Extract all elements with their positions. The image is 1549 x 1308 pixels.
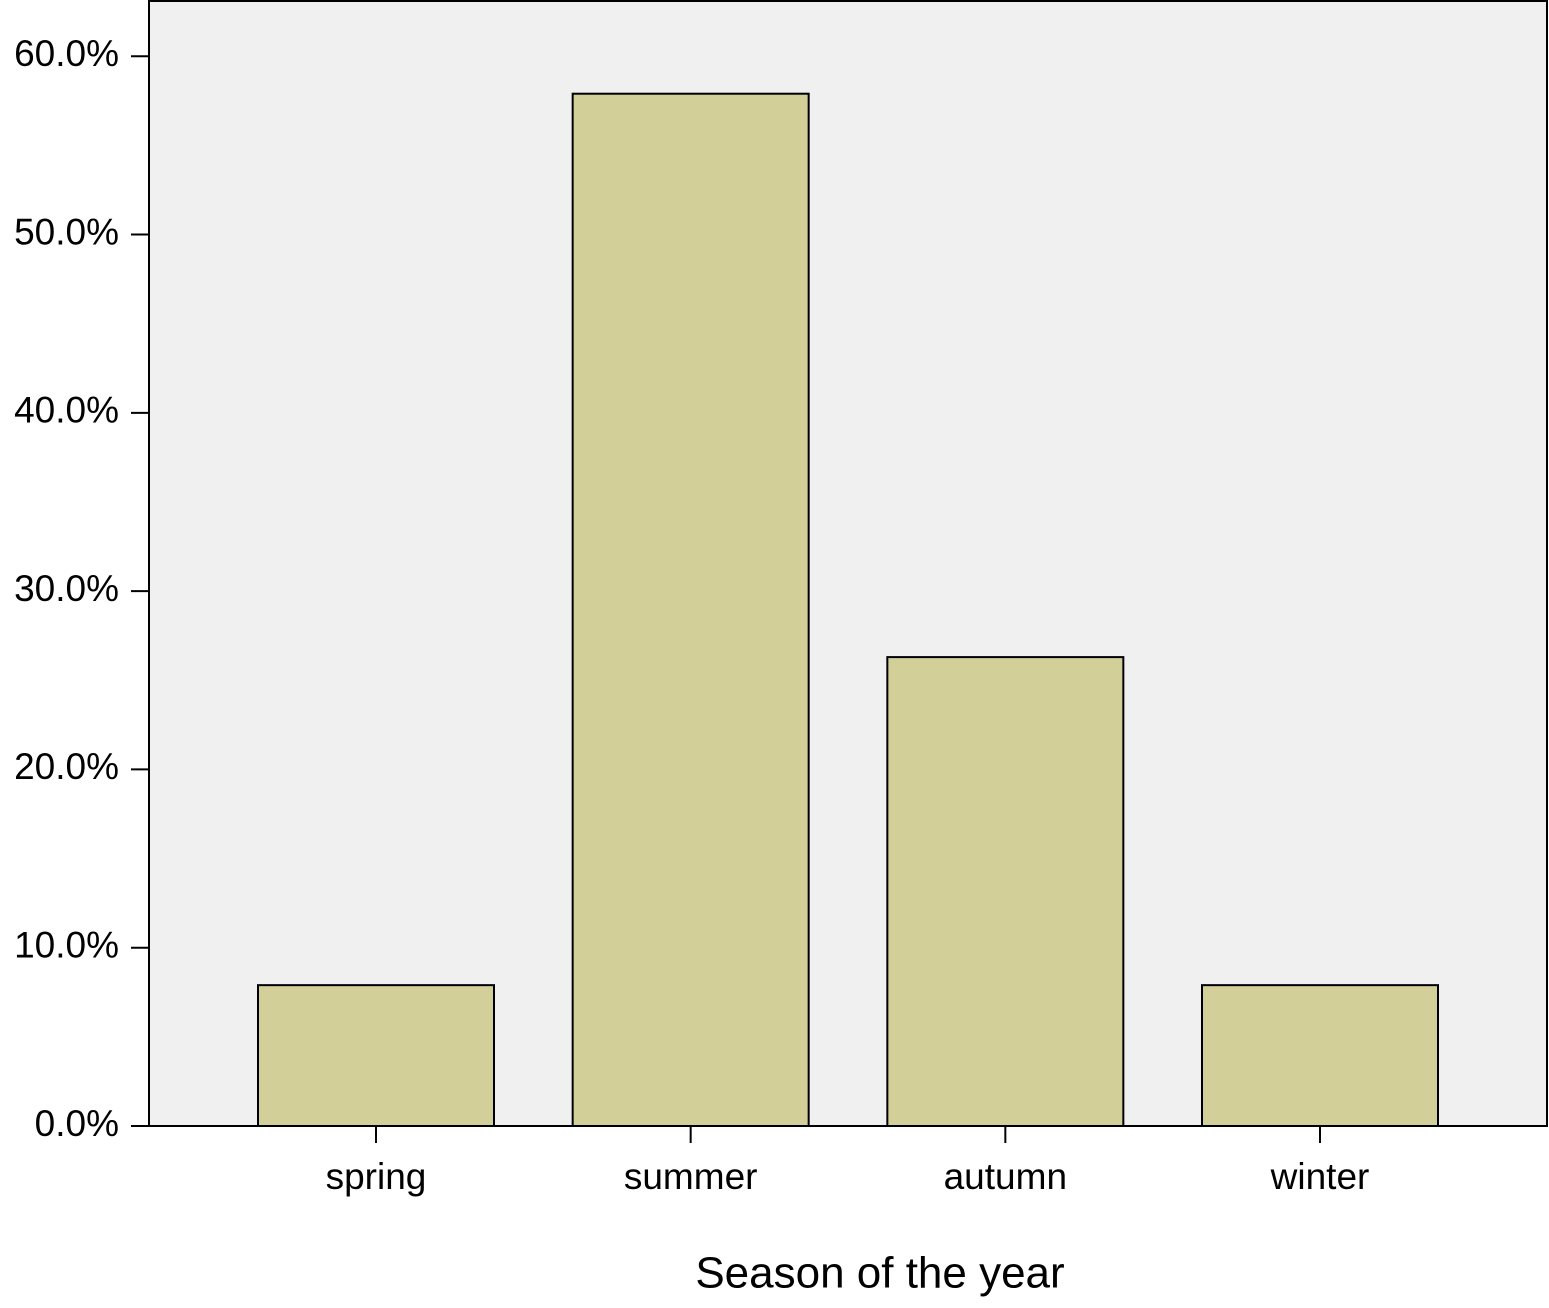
x-tick-label: spring	[326, 1156, 427, 1197]
y-tick-label: 10.0%	[14, 924, 119, 965]
plot-area	[148, 0, 1548, 1127]
y-tick-label: 0.0%	[35, 1103, 119, 1144]
bar	[571, 92, 810, 1128]
x-tick-label: winter	[1270, 1156, 1370, 1197]
y-tick-label: 60.0%	[14, 33, 119, 74]
x-axis-label: Season of the year	[695, 1249, 1064, 1298]
y-tick-label: 50.0%	[14, 211, 119, 252]
bar	[886, 656, 1125, 1127]
bar	[257, 984, 495, 1128]
y-tick-label: 30.0%	[14, 568, 119, 609]
x-tick-label: summer	[624, 1156, 758, 1197]
y-tick-label: 20.0%	[14, 746, 119, 787]
bar	[1201, 984, 1439, 1128]
x-tick-label: autumn	[944, 1156, 1067, 1197]
y-tick-label: 40.0%	[14, 390, 119, 431]
